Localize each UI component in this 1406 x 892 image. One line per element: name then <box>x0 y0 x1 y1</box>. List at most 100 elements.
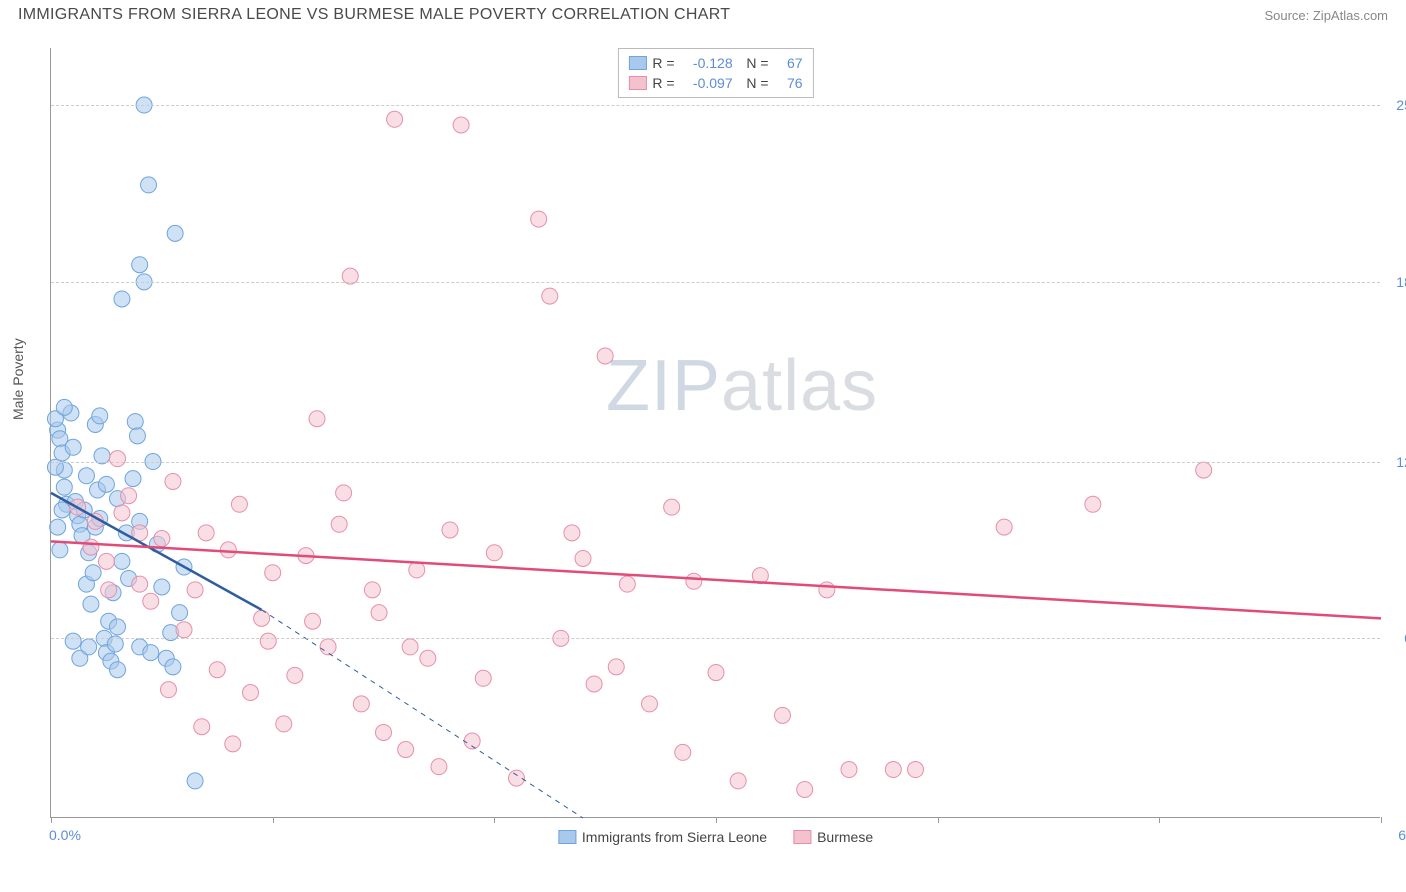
stat-r-value: -0.097 <box>681 73 733 93</box>
stat-r-value: -0.128 <box>681 53 733 73</box>
data-point <box>398 742 414 758</box>
data-point <box>92 408 108 424</box>
stat-n-value: 76 <box>775 73 803 93</box>
x-axis-min: 0.0% <box>49 827 81 843</box>
x-tick <box>1159 817 1160 823</box>
x-tick <box>716 817 717 823</box>
stat-n-label: N = <box>739 53 769 73</box>
data-point <box>996 519 1012 535</box>
data-point <box>143 645 159 661</box>
data-point <box>353 696 369 712</box>
data-point <box>586 676 602 692</box>
y-tick-label: 25.0% <box>1386 97 1406 113</box>
data-point <box>125 471 141 487</box>
legend-series-item: Immigrants from Sierra Leone <box>558 829 767 845</box>
data-point <box>187 582 203 598</box>
data-point <box>83 539 99 555</box>
data-point <box>110 662 126 678</box>
data-point <box>65 439 81 455</box>
data-point <box>686 573 702 589</box>
data-point <box>54 502 70 518</box>
data-point <box>127 414 143 430</box>
data-point <box>110 451 126 467</box>
data-point <box>402 639 418 655</box>
data-point <box>141 177 157 193</box>
legend-stat-row: R =-0.097 N =76 <box>628 73 802 93</box>
legend-swatch <box>628 56 646 70</box>
data-point <box>320 639 336 655</box>
data-point <box>121 488 137 504</box>
data-point <box>52 542 68 558</box>
legend-series: Immigrants from Sierra Leone Burmese <box>558 829 873 845</box>
data-point <box>309 411 325 427</box>
x-tick <box>1381 817 1382 823</box>
x-tick <box>273 817 274 823</box>
data-point <box>165 659 181 675</box>
legend-series-item: Burmese <box>793 829 873 845</box>
y-axis-label: Male Poverty <box>10 338 26 420</box>
legend-swatch <box>628 76 646 90</box>
gridline <box>51 105 1380 106</box>
data-point <box>885 762 901 778</box>
data-point <box>225 736 241 752</box>
data-point <box>642 696 658 712</box>
data-point <box>260 633 276 649</box>
data-point <box>387 111 403 127</box>
data-point <box>160 682 176 698</box>
data-point <box>129 428 145 444</box>
data-point <box>167 225 183 241</box>
data-point <box>542 288 558 304</box>
legend-swatch <box>558 830 576 844</box>
data-point <box>420 650 436 666</box>
data-point <box>83 596 99 612</box>
data-point <box>98 553 114 569</box>
y-tick-label: 18.8% <box>1386 274 1406 290</box>
x-axis-max: 60.0% <box>1398 827 1406 843</box>
data-point <box>143 593 159 609</box>
data-point <box>101 582 117 598</box>
data-point <box>730 773 746 789</box>
data-point <box>908 762 924 778</box>
data-point <box>98 476 114 492</box>
data-point <box>132 576 148 592</box>
trend-line-dash <box>262 610 583 818</box>
stat-r-label: R = <box>652 53 674 73</box>
data-point <box>265 565 281 581</box>
data-point <box>231 496 247 512</box>
data-point <box>475 670 491 686</box>
data-point <box>575 550 591 566</box>
x-tick <box>494 817 495 823</box>
gridline <box>51 282 1380 283</box>
data-point <box>50 519 66 535</box>
data-point <box>619 576 635 592</box>
data-point <box>371 605 387 621</box>
data-point <box>220 542 236 558</box>
data-point <box>564 525 580 541</box>
data-point <box>364 582 380 598</box>
trend-line <box>51 541 1381 618</box>
data-point <box>608 659 624 675</box>
data-point <box>305 613 321 629</box>
data-point <box>198 525 214 541</box>
data-point <box>209 662 225 678</box>
y-tick-label: 6.3% <box>1386 630 1406 646</box>
data-point <box>664 499 680 515</box>
data-point <box>376 724 392 740</box>
gridline <box>51 638 1380 639</box>
stat-n-label: N = <box>739 73 769 93</box>
data-point <box>1085 496 1101 512</box>
stat-n-value: 67 <box>775 53 803 73</box>
data-point <box>797 781 813 797</box>
data-point <box>194 719 210 735</box>
x-tick <box>938 817 939 823</box>
data-point <box>276 716 292 732</box>
data-point <box>531 211 547 227</box>
legend-stat-row: R = -0.128 N = 67 <box>628 53 802 73</box>
data-point <box>675 744 691 760</box>
legend-swatch <box>793 830 811 844</box>
data-point <box>187 773 203 789</box>
data-point <box>85 565 101 581</box>
data-point <box>597 348 613 364</box>
data-point <box>1196 462 1212 478</box>
data-point <box>819 582 835 598</box>
